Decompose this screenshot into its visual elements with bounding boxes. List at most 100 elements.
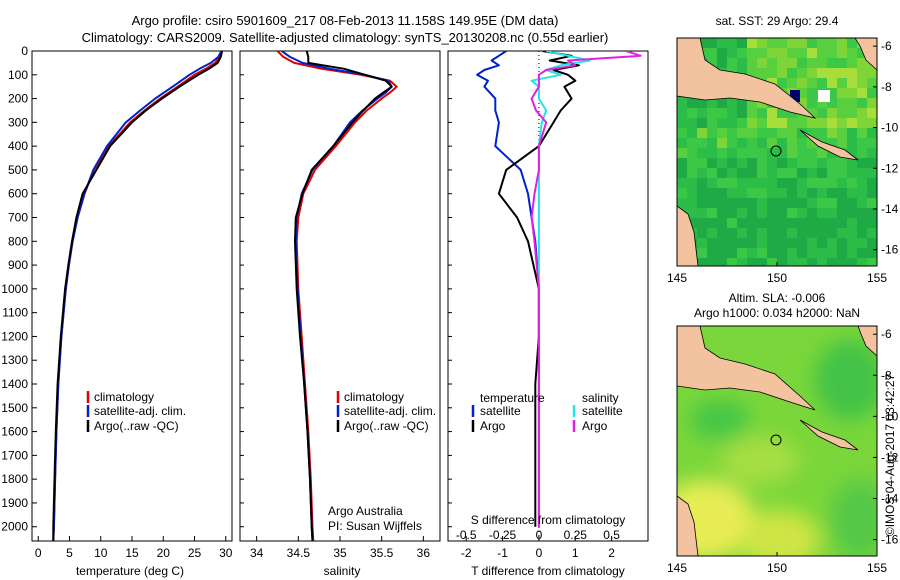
sst-cell (697, 138, 708, 149)
depth-tick-label: 1700 (1, 448, 28, 462)
map-lon-label: 150 (767, 271, 787, 285)
sst-cell (857, 98, 868, 109)
sst-cell (787, 108, 798, 119)
sst-cell (797, 98, 808, 109)
sst-cell (787, 118, 798, 129)
x-tick-label: 25 (188, 546, 202, 560)
x-tick-label: 10 (94, 546, 108, 560)
sst-cell (727, 178, 738, 189)
sst-cell (797, 58, 808, 69)
sst-cell (837, 178, 848, 189)
depth-tick-label: 300 (8, 115, 28, 129)
sst-cell (827, 258, 838, 266)
map-lat-label: -6 (881, 39, 892, 53)
sst-cell (707, 178, 718, 189)
sst-cell (847, 78, 858, 89)
sst-cell (827, 118, 838, 129)
sst-cell (797, 148, 808, 159)
coastline-east-2 (857, 326, 877, 357)
sst-cell (707, 38, 718, 49)
depth-tick-label: 1000 (1, 282, 28, 296)
sst-cell (717, 158, 728, 169)
depth-tick-label: 800 (8, 234, 28, 248)
sst-cell (817, 68, 828, 79)
sst-cell (847, 38, 858, 49)
sst-cell (797, 208, 808, 219)
sst-cell (867, 178, 877, 189)
sst-cell (857, 48, 868, 59)
map-lat-label: -12 (881, 161, 899, 175)
sst-cell (737, 158, 748, 169)
sst-cell (677, 138, 688, 149)
sst-cell (677, 178, 688, 189)
sst-cell (827, 228, 838, 239)
sst-cell (867, 238, 877, 249)
sst-cell (857, 58, 868, 69)
sst-cell (767, 218, 778, 229)
map-lat-label: -14 (881, 492, 899, 506)
legend-t-argo-label: Argo (480, 419, 506, 433)
sst-cell (747, 258, 758, 266)
depth-tick-label: 400 (8, 139, 28, 153)
sst-cell (857, 218, 868, 229)
sst-cell (797, 218, 808, 229)
sst-cell (707, 148, 718, 159)
sst-cell (787, 208, 798, 219)
sst-cell (847, 248, 858, 259)
sst-cell (787, 58, 798, 69)
sst-cell (807, 108, 818, 119)
sst-cell (817, 208, 828, 219)
sst-cell (817, 148, 828, 159)
sst-cell (737, 108, 748, 119)
sst-cell (787, 248, 798, 259)
salinity-xlabel: salinity (324, 564, 361, 578)
sst-cell (767, 208, 778, 219)
sst-cell (767, 248, 778, 259)
sst-cell (857, 228, 868, 239)
sst-cell (847, 218, 858, 229)
sst-cell (747, 218, 758, 229)
sst-cell (867, 258, 877, 266)
sst-cell (837, 198, 848, 209)
sst-cell (727, 248, 738, 259)
sst-cell (707, 238, 718, 249)
sst-cell (737, 258, 748, 266)
sst-map-title: sat. SST: 29 Argo: 29.4 (716, 14, 839, 28)
sst-cell (807, 68, 818, 79)
sst-cell (727, 188, 738, 199)
sst-cell (767, 48, 778, 59)
sst-cell (857, 78, 868, 89)
x-tick-label: 2 (608, 546, 615, 560)
sst-cell (827, 248, 838, 259)
sst-cell (777, 168, 788, 179)
sst-cell (837, 228, 848, 239)
salinity-climatology-line (276, 51, 398, 541)
argo-float-marker (770, 145, 782, 157)
sst-cell (817, 58, 828, 69)
sst-cell (817, 258, 828, 266)
legend-s-argo-label: Argo (582, 419, 608, 433)
map-lat-label: -14 (881, 202, 899, 216)
sst-cell (807, 138, 818, 149)
sst-cell (727, 218, 738, 229)
sst-cell (807, 188, 818, 199)
sst-cell (777, 248, 788, 259)
sst-cell (697, 98, 708, 109)
sst-cell (687, 148, 698, 159)
x-tick-label: 0 (35, 546, 42, 560)
sst-cell (807, 258, 818, 266)
sst-cell (847, 98, 858, 109)
sst-cell (797, 188, 808, 199)
sst-cell (857, 128, 868, 139)
sst-cell (807, 98, 818, 109)
sst-cell (727, 38, 738, 49)
salinity-lines (276, 51, 398, 541)
sst-cell (737, 178, 748, 189)
sst-cold-cell (790, 90, 800, 102)
sst-cell (687, 188, 698, 199)
sst-cell (827, 98, 838, 109)
legend-satellite-label: satellite-adj. clim. (94, 404, 186, 418)
sst-map: sat. SST: 29 Argo: 29.4 145 150 155 -6 -8 -10… (667, 14, 899, 285)
sst-cell (687, 158, 698, 169)
sst-cell (697, 108, 708, 119)
